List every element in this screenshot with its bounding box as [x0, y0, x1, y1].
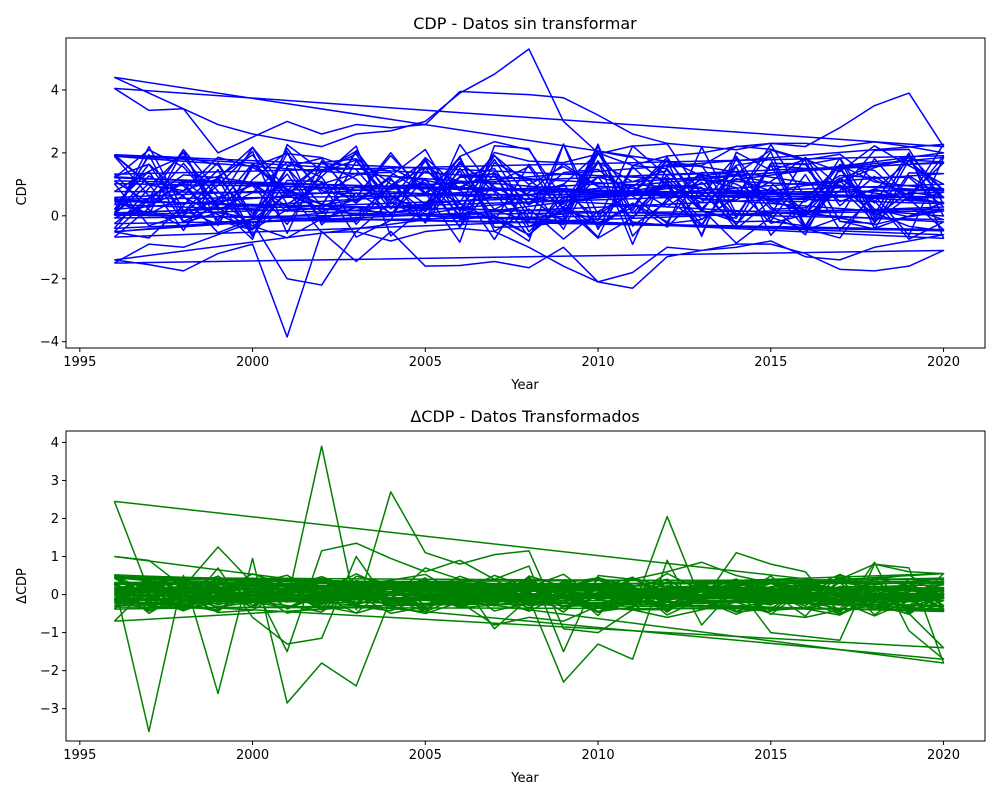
bottom-chart-x-tick-label: 2010	[582, 748, 615, 763]
top-chart-x-axis-label: Year	[510, 378, 539, 393]
bottom-chart-x-tick-label: 2015	[754, 748, 787, 763]
bottom-chart-y-tick-label: −2	[40, 664, 59, 679]
top-chart-ticks: 1995 2000 2005 2010 2015 2020 −4 −2 0 2 4	[40, 83, 960, 370]
top-chart-x-tick-label: 2015	[754, 355, 787, 370]
bottom-chart-y-tick-label: 3	[51, 474, 59, 489]
bottom-chart-ticks: 1995 2000 2005 2010 2015 2020 −3 −2 −1 0 1 2 3 4	[40, 436, 960, 763]
top-chart-x-tick-label: 2005	[409, 355, 442, 370]
top-chart-series-line	[113, 148, 945, 239]
top-chart-title: CDP - Datos sin transformar	[413, 14, 637, 33]
bottom-chart-y-tick-label: 2	[51, 512, 59, 527]
bottom-chart: ΔCDP - Datos Transformados Year ΔCDP 199…	[15, 407, 986, 786]
top-chart-series-line	[113, 143, 945, 242]
top-chart-frame	[65, 37, 986, 349]
bottom-chart-x-tick-label: 2005	[409, 748, 442, 763]
top-chart-y-tick-label: −4	[40, 335, 59, 350]
top-chart-series-line	[113, 87, 945, 261]
top-chart-x-tick-label: 2020	[927, 355, 960, 370]
bottom-chart-y-tick-label: −3	[40, 702, 59, 717]
top-chart: CDP - Datos sin transformar Year CDP 199…	[15, 14, 986, 393]
bottom-chart-series-line	[114, 500, 945, 611]
top-chart-x-tick-label: 2000	[236, 355, 269, 370]
bottom-chart-lines	[113, 445, 945, 733]
bottom-chart-y-tick-label: −1	[40, 626, 59, 641]
bottom-chart-series-line	[114, 573, 945, 617]
bottom-chart-y-tick-label: 1	[51, 550, 59, 565]
bottom-chart-frame	[65, 430, 986, 742]
bottom-chart-x-axis-label: Year	[510, 771, 539, 786]
top-chart-lines	[113, 48, 945, 338]
top-chart-y-tick-label: −2	[40, 272, 59, 287]
top-chart-x-tick-label: 2010	[582, 355, 615, 370]
bottom-chart-y-tick-label: 0	[51, 588, 59, 603]
bottom-chart-title: ΔCDP - Datos Transformados	[410, 407, 639, 426]
bottom-chart-x-tick-label: 2000	[236, 748, 269, 763]
bottom-chart-x-tick-label: 2020	[927, 748, 960, 763]
top-chart-y-tick-label: 0	[51, 209, 59, 224]
bottom-chart-x-tick-label: 1995	[63, 748, 96, 763]
top-chart-series-line	[114, 76, 945, 243]
top-chart-y-tick-label: 4	[51, 83, 59, 98]
top-chart-series-line	[113, 154, 945, 238]
bottom-chart-y-axis-label: ΔCDP	[15, 568, 30, 604]
top-chart-x-tick-label: 1995	[63, 355, 96, 370]
bottom-chart-y-tick-label: 4	[51, 436, 59, 451]
top-chart-series-line	[114, 143, 945, 236]
top-chart-y-tick-label: 2	[51, 146, 59, 161]
bottom-chart-series-line	[113, 575, 945, 613]
top-chart-y-axis-label: CDP	[15, 178, 30, 205]
